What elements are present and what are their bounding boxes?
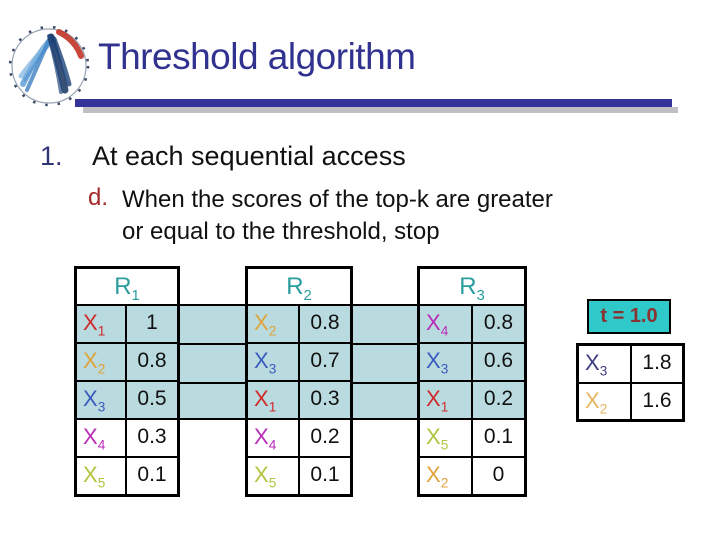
value-cell: 1.6 xyxy=(642,389,672,412)
rank-table-r1-header: R1 xyxy=(77,269,177,304)
table-row: X5 0.1 xyxy=(420,418,524,456)
value-cell: 1.8 xyxy=(642,351,672,374)
bullet-1d-line1: When the scores of the top-k are greater xyxy=(122,186,553,213)
value-cell: 0.1 xyxy=(310,463,340,486)
var-cell: X5 xyxy=(420,420,473,456)
bullet-1-number: 1. xyxy=(40,141,63,171)
table-row: X4 0.8 xyxy=(420,304,524,342)
table-row: X3 0.5 xyxy=(77,380,177,418)
table-row: X1 1 xyxy=(77,304,177,342)
table-row: X1 0.2 xyxy=(420,380,524,418)
value-cell: 0.3 xyxy=(137,425,167,448)
table-row: X4 0.2 xyxy=(248,418,350,456)
bullet-1d-line2: or equal to the threshold, stop xyxy=(122,218,440,245)
value-cell: 0.2 xyxy=(483,387,514,410)
rank-table-r2-header: R2 xyxy=(248,269,350,304)
table-row: X3 0.7 xyxy=(248,342,350,380)
var-cell: X4 xyxy=(248,420,300,456)
table-row: X2 0 xyxy=(420,456,524,494)
bullet-1d: d. When the scores of the top-k are grea… xyxy=(88,184,553,248)
var-cell: X3 xyxy=(77,382,127,418)
var-cell: X2 xyxy=(579,384,632,419)
bullet-1d-letter: d. xyxy=(88,184,109,211)
table-row: X5 0.1 xyxy=(248,456,350,494)
var-cell: X5 xyxy=(248,458,300,494)
bullet-1d-text: When the scores of the top-k are greater… xyxy=(122,184,553,248)
table-row: X2 1.6 xyxy=(579,382,682,419)
threshold-label: t = 1.0 xyxy=(600,305,658,327)
threshold-box: t = 1.0 xyxy=(587,299,671,334)
rank-table-r3-header: R3 xyxy=(420,269,524,304)
value-cell: 1 xyxy=(146,311,158,334)
rank-table-r2: R2 X2 0.8 X3 0.7 X1 0.3 X4 0.2 X5 0.1 xyxy=(245,266,353,497)
chord-diagram-logo-icon xyxy=(7,24,91,108)
value-cell: 0.3 xyxy=(310,387,340,410)
table-row: X2 0.8 xyxy=(248,304,350,342)
var-cell: X2 xyxy=(248,306,300,342)
bullet-1: 1. At each sequential access xyxy=(40,141,406,172)
rank-table-r1: R1 X1 1 X2 0.8 X3 0.5 X4 0.3 X5 0.1 xyxy=(74,266,180,497)
value-cell: 0.8 xyxy=(137,349,167,372)
page-title: Threshold algorithm xyxy=(98,36,416,77)
table-row: X1 0.3 xyxy=(248,380,350,418)
value-cell: 0.8 xyxy=(483,311,514,334)
var-cell: X4 xyxy=(77,420,127,456)
value-cell: 0.8 xyxy=(310,311,340,334)
rank-table-r3: R3 X4 0.8 X3 0.6 X1 0.2 X5 0.1 X2 0 xyxy=(417,266,527,497)
title-underline-shadow xyxy=(83,107,678,113)
title-underline xyxy=(75,99,672,107)
table-row: X4 0.3 xyxy=(77,418,177,456)
value-cell: 0.1 xyxy=(483,425,514,448)
table-row: X2 0.8 xyxy=(77,342,177,380)
table-row: X3 1.8 xyxy=(579,346,682,382)
table-row: X3 0.6 xyxy=(420,342,524,380)
bullet-1-text: At each sequential access xyxy=(92,141,406,171)
value-cell: 0.2 xyxy=(310,425,340,448)
var-cell: X3 xyxy=(420,344,473,380)
value-cell: 0.1 xyxy=(137,463,167,486)
var-cell: X3 xyxy=(579,346,632,382)
value-cell: 0.5 xyxy=(137,387,167,410)
var-cell: X4 xyxy=(420,306,473,342)
var-cell: X1 xyxy=(420,382,473,418)
var-cell: X5 xyxy=(77,458,127,494)
var-cell: X1 xyxy=(77,306,127,342)
var-cell: X2 xyxy=(420,458,473,494)
var-cell: X3 xyxy=(248,344,300,380)
value-cell: 0.7 xyxy=(310,349,340,372)
table-row: X5 0.1 xyxy=(77,456,177,494)
value-cell: 0.6 xyxy=(483,349,514,372)
var-cell: X1 xyxy=(248,382,300,418)
value-cell: 0 xyxy=(492,463,505,486)
topk-score-table: X3 1.8 X2 1.6 xyxy=(576,343,685,422)
var-cell: X2 xyxy=(77,344,127,380)
